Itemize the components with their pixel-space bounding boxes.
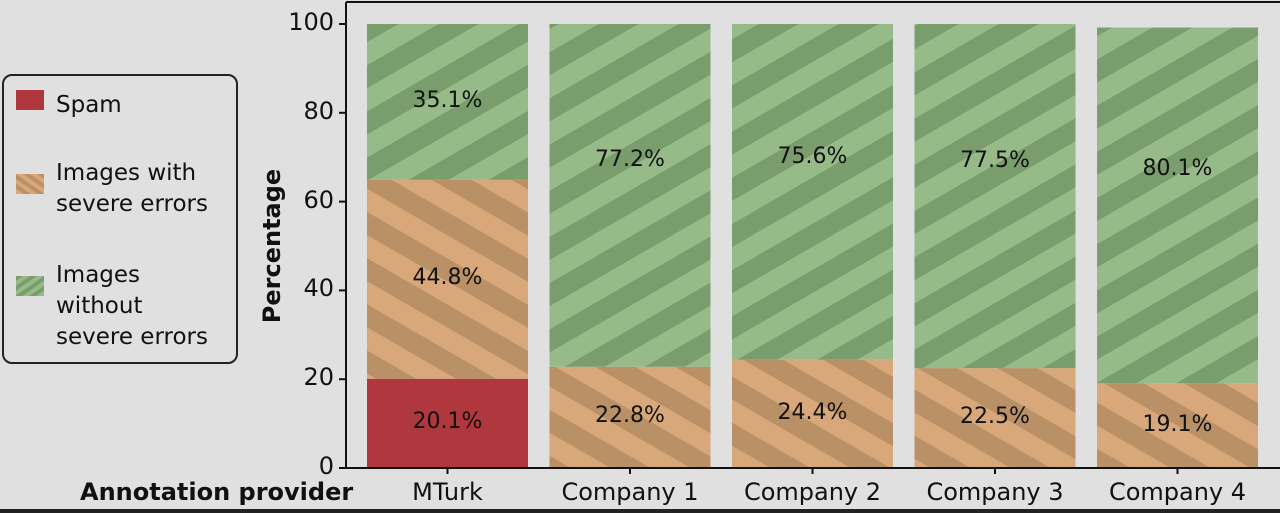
segment-value-label: 77.2% [595, 147, 665, 173]
y-tick-label: 100 [288, 8, 334, 36]
bar-segment [1097, 27, 1258, 384]
legend-label-spam: Spam [56, 92, 122, 118]
x-tick-label: Company 3 [926, 478, 1064, 506]
segment-value-label: 22.5% [960, 404, 1030, 430]
segment-value-label: 22.8% [595, 403, 665, 429]
x-axis-title: Annotation provider [80, 478, 354, 506]
legend-item-spam: Spam [16, 90, 122, 121]
x-tick-label: MTurk [412, 478, 483, 506]
legend-label-severe-errors: Images with severe errors [56, 160, 208, 217]
y-tick-label: 80 [303, 96, 334, 125]
x-tick-label: Company 2 [743, 478, 882, 506]
y-tick-label: 0 [318, 452, 334, 480]
legend: Spam Images with severe errors Images wi… [2, 74, 238, 364]
spam-swatch-icon [16, 90, 44, 110]
bar-segment [914, 24, 1076, 369]
y-tick-label: 20 [303, 363, 334, 392]
legend-item-severe-errors: Images with severe errors [16, 158, 208, 220]
bar-segment [367, 179, 528, 379]
segment-value-label: 35.1% [412, 87, 483, 113]
segment-value-label: 75.6% [777, 144, 848, 170]
bar-segment [367, 24, 528, 180]
bar-segment [367, 378, 528, 468]
no-severe-errors-swatch-icon [16, 276, 44, 296]
severe-errors-swatch-icon [16, 174, 44, 194]
y-tick-label: 40 [303, 274, 334, 303]
segment-value-label: 19.1% [1142, 411, 1213, 437]
y-tick-label: 60 [303, 185, 334, 214]
legend-item-no-severe-errors: Images without severe errors [16, 260, 208, 353]
segment-value-label: 77.5% [960, 147, 1030, 173]
bottom-border [0, 509, 1280, 513]
x-tick-label: Company 1 [561, 478, 699, 506]
bar-segment [549, 24, 711, 367]
segment-value-label: 24.4% [777, 399, 848, 425]
bar-segment [732, 24, 893, 360]
legend-label-no-severe-errors: Images without severe errors [56, 262, 208, 350]
axes-group [339, 1, 1280, 474]
segment-value-label: 20.1% [412, 409, 483, 435]
x-tick-label: Company 4 [1108, 478, 1247, 506]
bars-group [367, 24, 1258, 468]
segment-value-label: 80.1% [1142, 155, 1213, 181]
bar-segment [549, 366, 711, 468]
bar-segment [1097, 383, 1258, 468]
y-axis-title: Percentage [258, 168, 286, 324]
bar-segment [914, 368, 1076, 468]
bar-segment [732, 359, 893, 468]
segment-value-label: 44.8% [412, 265, 483, 291]
